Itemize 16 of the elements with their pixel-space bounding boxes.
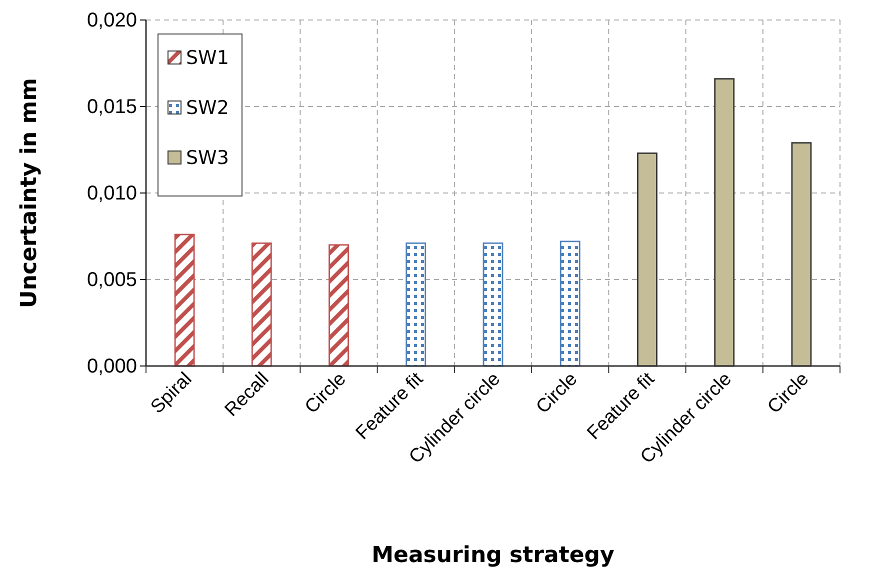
bar	[328, 244, 349, 367]
legend-label: SW3	[186, 147, 229, 169]
y-tick-label: 0,010	[86, 182, 137, 204]
y-tick-label: 0,000	[86, 355, 137, 378]
y-tick-label: 0,005	[86, 268, 137, 291]
y-tick-label: 0,015	[86, 96, 137, 118]
x-axis-title: Measuring strategy	[372, 543, 614, 568]
bar	[560, 240, 580, 367]
bar	[174, 234, 195, 367]
bar	[251, 242, 272, 367]
y-axis-title: Uncertainty in mm	[17, 78, 42, 308]
bar	[482, 242, 504, 367]
legend-label: SW2	[186, 97, 229, 119]
y-tick-label: 0,020	[86, 9, 137, 32]
bar	[406, 242, 426, 367]
legend-label: SW1	[186, 47, 229, 69]
